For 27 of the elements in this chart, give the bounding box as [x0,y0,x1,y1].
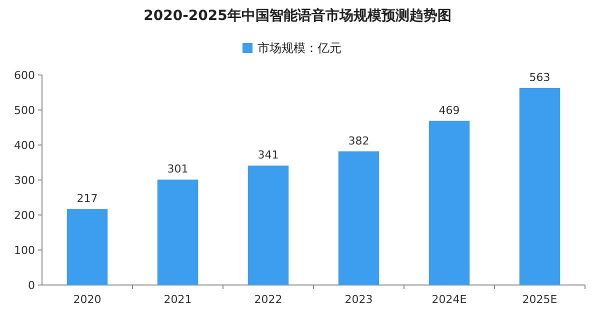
data-label: 563 [529,70,550,84]
x-tick-label: 2024E [432,293,467,306]
y-tick-label: 100 [14,244,35,257]
data-label: 469 [438,104,460,117]
x-tick-label: 2021 [164,293,192,306]
bar [428,120,470,285]
data-label: 301 [167,162,188,176]
x-tick-label: 2023 [344,293,373,306]
x-tick-label: 2022 [254,293,282,306]
chart-title: 2020-2025年中国智能语音市场规模预测趋势图 [144,7,452,24]
x-tick-label: 2025E [522,293,558,306]
data-label: 217 [76,192,98,206]
bar [66,209,108,285]
bar [157,180,198,285]
data-label: 382 [348,134,370,148]
x-tick-label: 2020 [73,293,102,306]
y-tick-label: 400 [14,139,35,152]
bar [519,88,560,285]
bar [248,166,289,285]
y-tick-label: 500 [14,104,35,117]
bar [338,151,380,285]
y-tick-label: 200 [14,209,35,222]
data-label: 341 [258,148,279,162]
y-tick-label: 0 [28,279,35,292]
y-tick-label: 600 [14,69,35,82]
y-tick-label: 300 [14,174,35,187]
legend-label: 市场规模：亿元 [258,41,342,55]
